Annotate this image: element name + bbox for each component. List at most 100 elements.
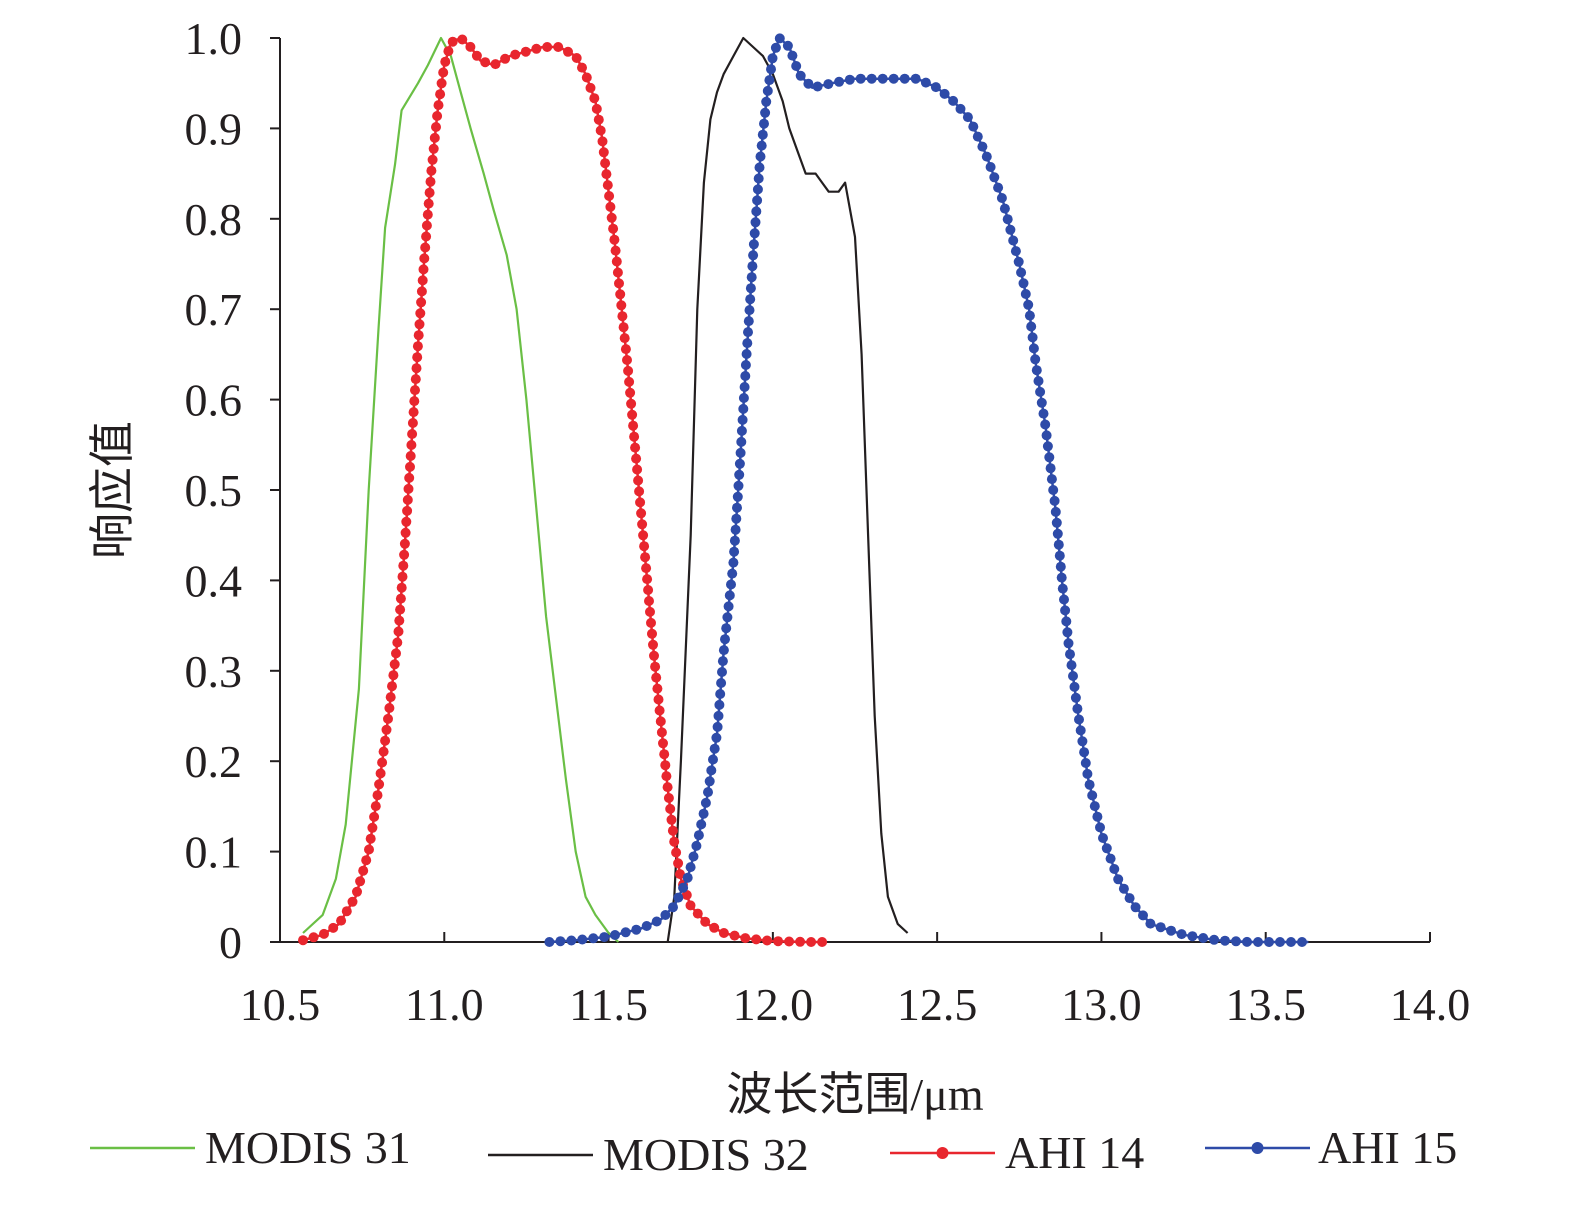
x-tick-label: 11.0 (405, 979, 484, 1030)
data-point (1026, 321, 1037, 332)
data-point (748, 250, 759, 261)
data-point (717, 667, 727, 677)
x-tick-label: 14.0 (1390, 979, 1471, 1030)
data-point (408, 407, 419, 418)
data-point (1176, 929, 1187, 940)
data-point (718, 645, 729, 656)
data-point (770, 42, 781, 53)
data-point (703, 787, 713, 798)
data-point (748, 239, 759, 250)
data-point (625, 387, 636, 398)
data-point (1031, 365, 1042, 376)
series-line-ahi-14 (302, 36, 826, 944)
data-point (407, 418, 418, 428)
data-point (745, 283, 756, 294)
data-point (1068, 671, 1078, 681)
data-point (709, 743, 720, 754)
data-point (1089, 801, 1100, 812)
data-point (685, 862, 696, 873)
data-point (391, 648, 401, 659)
data-point (308, 932, 319, 943)
data-point (1040, 419, 1051, 430)
series-modis-32 (666, 36, 909, 943)
data-point (718, 928, 729, 938)
data-point (743, 327, 753, 338)
data-point (417, 275, 428, 286)
data-point (729, 535, 740, 546)
data-point (624, 376, 635, 387)
data-point (1275, 937, 1285, 947)
data-point (760, 107, 771, 118)
data-point (412, 341, 423, 352)
data-point (423, 198, 434, 209)
data-point (652, 683, 663, 694)
data-point (597, 136, 608, 147)
data-point (605, 201, 616, 212)
data-point (1079, 747, 1090, 758)
legend-item-modis-31: MODIS 31 (90, 1122, 411, 1173)
data-point (730, 524, 741, 535)
data-point (791, 61, 802, 71)
data-point (756, 140, 767, 151)
data-point (753, 173, 764, 184)
data-point (436, 78, 447, 89)
x-tick-label: 11.5 (569, 979, 648, 1030)
data-point (355, 876, 366, 887)
data-point (647, 628, 657, 639)
data-point (754, 162, 765, 173)
data-point (393, 626, 404, 637)
data-point (671, 847, 682, 858)
data-point (1033, 376, 1044, 386)
data-point (972, 131, 983, 142)
data-point (711, 732, 722, 743)
x-tick-label: 12.0 (733, 979, 814, 1030)
data-point (616, 300, 627, 311)
data-point (397, 571, 408, 582)
data-point (1074, 714, 1084, 725)
data-point (643, 585, 654, 595)
data-point (750, 217, 761, 228)
data-point (627, 409, 638, 420)
y-tick-label: 0.2 (185, 736, 243, 787)
data-point (1046, 474, 1057, 485)
data-point (623, 365, 634, 376)
data-point (648, 639, 658, 650)
data-point (1061, 616, 1072, 627)
data-point (1297, 937, 1307, 947)
data-point (336, 915, 347, 926)
legend-item-modis-32: MODIS 32 (488, 1129, 809, 1180)
data-point (639, 541, 650, 552)
data-point (743, 316, 754, 327)
data-point (418, 264, 429, 275)
data-point (774, 33, 785, 44)
series-modis-31 (302, 36, 620, 943)
data-point (773, 936, 784, 947)
data-point (422, 209, 433, 220)
data-point (1027, 332, 1038, 343)
data-point (1008, 235, 1019, 246)
data-point (989, 172, 1000, 183)
data-point (1049, 495, 1060, 506)
data-point (378, 746, 389, 757)
data-point (631, 453, 642, 464)
data-point (817, 937, 828, 947)
data-point (717, 656, 728, 667)
data-point (755, 151, 766, 162)
data-point (620, 344, 631, 355)
legend-item-ahi-15: AHI 15 (1205, 1122, 1457, 1173)
data-point (641, 563, 652, 574)
data-point (465, 41, 476, 52)
data-point (1198, 933, 1209, 943)
data-point (1002, 214, 1013, 225)
data-point (1095, 822, 1105, 833)
data-point (638, 530, 649, 541)
data-point (1264, 937, 1274, 947)
data-point (910, 73, 921, 84)
data-point (692, 908, 703, 919)
legend-label: MODIS 31 (205, 1122, 411, 1173)
data-point (438, 67, 449, 78)
data-point (628, 420, 639, 431)
data-point (955, 103, 966, 114)
data-point (981, 151, 992, 162)
